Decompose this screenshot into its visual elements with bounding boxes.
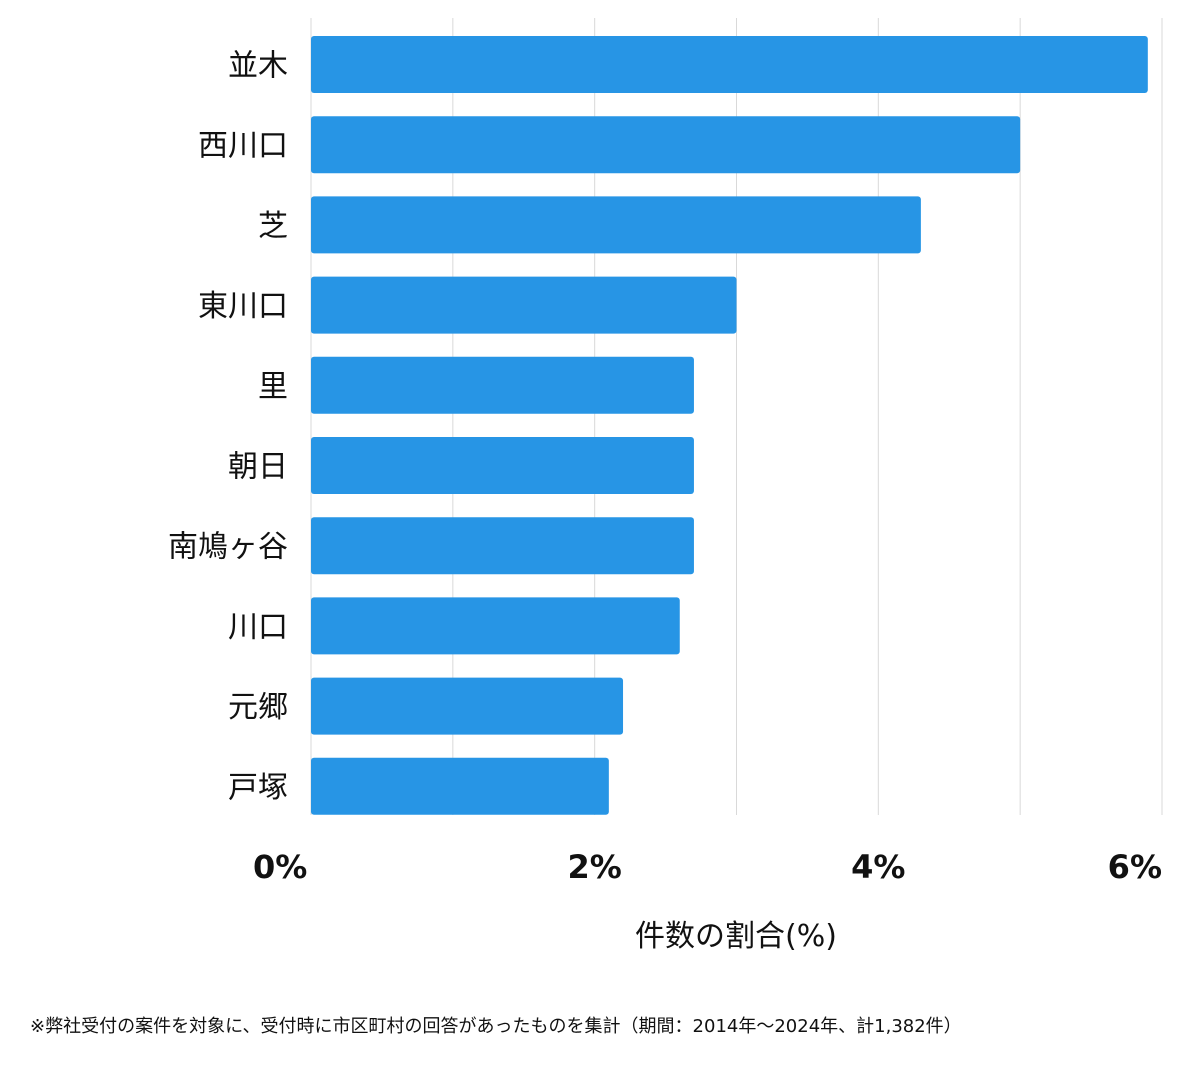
category-label: 元郷 [228,690,288,725]
bar [311,757,609,815]
category-label: 戸塚 [228,770,288,805]
bar [311,36,1148,93]
category-label: 川口 [228,610,288,645]
category-label: 朝日 [228,450,288,485]
bar [311,677,624,735]
bar [311,597,680,655]
x-tick-label: 6% [1108,848,1162,886]
footnote: ※弊社受付の案件を対象に、受付時に市区町村の回答があったものを集計（期間：201… [30,1016,962,1037]
bar [311,437,694,494]
category-label: 南鳩ヶ谷 [168,530,288,565]
bars [311,36,1148,815]
category-label: 西川口 [198,129,288,164]
category-label: 並木 [228,49,288,84]
x-tick-label: 4% [851,848,905,886]
category-label: 東川口 [198,289,288,324]
bar [311,517,694,575]
x-axis-title: 件数の割合(%) [635,919,837,954]
x-tick-label: 2% [568,848,622,886]
bar [311,116,1021,174]
category-label: 芝 [258,209,288,244]
bar [311,276,737,334]
bar [311,356,694,414]
x-tick-labels: 0% 2% 4% 6% [253,848,1162,886]
x-tick-label: 0% [253,848,307,886]
category-label: 里 [258,369,288,404]
bar [311,196,921,254]
